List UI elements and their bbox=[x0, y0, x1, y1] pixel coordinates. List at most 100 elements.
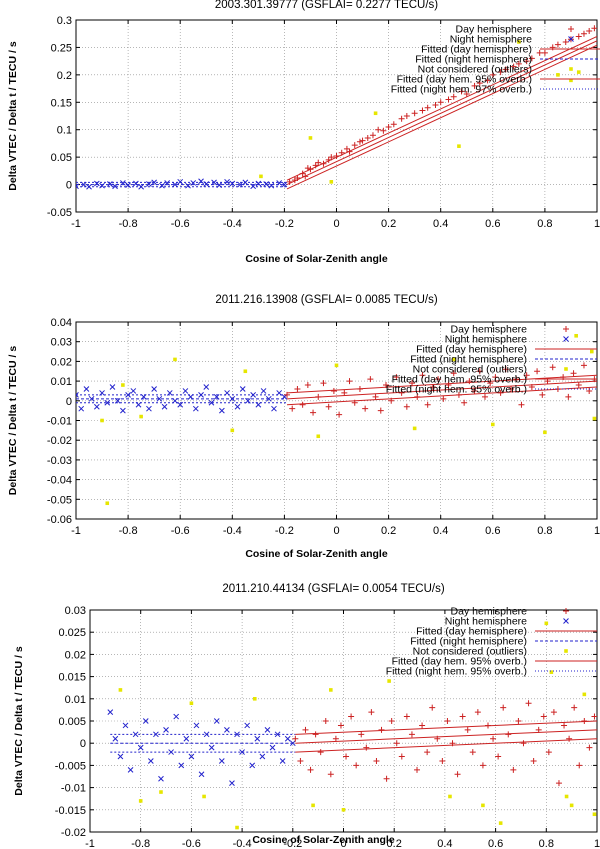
day-point bbox=[333, 153, 340, 160]
night-point bbox=[249, 762, 256, 769]
night-point bbox=[250, 392, 256, 398]
y-tick-label: 0.02 bbox=[65, 649, 86, 661]
outlier-point bbox=[105, 501, 110, 506]
y-tick-label: 0.01 bbox=[51, 376, 72, 388]
legend-label: Fitted (day hemisphere) bbox=[421, 44, 532, 56]
day-point bbox=[325, 403, 332, 410]
day-point bbox=[575, 382, 582, 389]
outlier-point bbox=[202, 794, 206, 799]
legend-label: Night hemisphere bbox=[445, 334, 527, 346]
legend-label: Not considered (outliers) bbox=[413, 646, 527, 658]
day-point bbox=[302, 173, 309, 180]
outlier-point bbox=[549, 670, 554, 674]
grid bbox=[90, 610, 597, 832]
outlier-point bbox=[481, 803, 485, 808]
x-tick-label: 0.6 bbox=[488, 838, 503, 849]
outlier-point bbox=[569, 78, 573, 83]
day-point bbox=[510, 63, 517, 70]
day-point bbox=[530, 757, 537, 764]
night-point bbox=[127, 766, 134, 773]
day-point bbox=[495, 753, 502, 760]
legend-day-marker bbox=[563, 326, 569, 332]
day-point bbox=[369, 132, 376, 139]
day-point bbox=[570, 370, 577, 377]
y-tick-label: -0.02 bbox=[61, 827, 86, 839]
night-point bbox=[203, 181, 210, 187]
day-point bbox=[580, 30, 587, 37]
day-point bbox=[434, 735, 441, 742]
night-point bbox=[211, 179, 217, 186]
night-point bbox=[112, 735, 119, 742]
night-point bbox=[117, 753, 124, 760]
day-point bbox=[312, 731, 319, 738]
legend-night-marker bbox=[563, 618, 569, 624]
day-point bbox=[337, 722, 344, 729]
outlier-point bbox=[582, 692, 587, 697]
outlier-point bbox=[159, 790, 163, 794]
day-point bbox=[528, 384, 535, 391]
day-fit-line bbox=[295, 729, 597, 744]
night-point bbox=[234, 403, 241, 410]
y-tick-label: 0.04 bbox=[51, 317, 72, 329]
day-point bbox=[368, 709, 375, 716]
night-point bbox=[239, 386, 246, 392]
day-point bbox=[555, 780, 562, 787]
night-point bbox=[213, 394, 220, 400]
day-point bbox=[320, 380, 327, 387]
y-tick-label: -0.01 bbox=[47, 416, 72, 428]
night-point bbox=[93, 403, 100, 410]
day-point bbox=[581, 718, 588, 724]
x-tick-label: -0.8 bbox=[131, 838, 150, 849]
day-point bbox=[409, 380, 416, 387]
night-point bbox=[153, 731, 159, 738]
day-point bbox=[320, 160, 327, 167]
x-tick-label: 0.8 bbox=[539, 838, 554, 849]
day-point bbox=[346, 148, 353, 155]
x-tick-label: 0.6 bbox=[485, 218, 500, 230]
day-point bbox=[502, 66, 509, 73]
day-point bbox=[591, 25, 597, 32]
day-point bbox=[545, 749, 552, 756]
day-point bbox=[461, 399, 468, 406]
night-point bbox=[271, 405, 277, 412]
night-point bbox=[259, 753, 266, 760]
night-point bbox=[265, 395, 272, 402]
day-point bbox=[505, 731, 512, 738]
legend-label: Day hemisphere bbox=[451, 324, 528, 336]
night-point bbox=[229, 780, 235, 787]
legend-label: Fitted (day hem. 95% overb.) bbox=[397, 74, 532, 86]
outlier-point bbox=[121, 383, 125, 387]
night-point bbox=[142, 718, 149, 724]
legend-outlier-marker bbox=[564, 367, 568, 371]
day-point bbox=[348, 713, 355, 720]
day-point bbox=[327, 771, 334, 778]
day-point bbox=[449, 740, 456, 747]
day-point bbox=[437, 99, 444, 106]
y-tick-label: 0.15 bbox=[51, 97, 72, 109]
day-point bbox=[471, 82, 478, 89]
day-point bbox=[463, 91, 470, 98]
day-point bbox=[411, 110, 418, 117]
day-point bbox=[286, 178, 293, 185]
legend-label: Night hemisphere bbox=[445, 616, 527, 628]
night-point bbox=[237, 181, 243, 188]
day-point bbox=[372, 393, 379, 400]
night-point bbox=[114, 397, 121, 404]
x-tick-label: 0.8 bbox=[537, 218, 552, 230]
night-point bbox=[161, 403, 168, 410]
day-point bbox=[378, 726, 385, 733]
y-axis-label: Delta VTEC / Delta t / TECU / s bbox=[13, 646, 25, 796]
day-point bbox=[328, 154, 335, 161]
plot-area bbox=[76, 333, 597, 506]
plot-area bbox=[107, 621, 597, 830]
x-tick-label: 0 bbox=[340, 838, 346, 849]
y-tick-label: 0.015 bbox=[58, 672, 86, 684]
day-point bbox=[375, 126, 382, 133]
night-point bbox=[151, 179, 158, 186]
day-point bbox=[408, 731, 415, 738]
day-point bbox=[317, 749, 324, 756]
day-point bbox=[562, 38, 569, 45]
day-point bbox=[388, 718, 395, 724]
day-point bbox=[484, 722, 491, 729]
